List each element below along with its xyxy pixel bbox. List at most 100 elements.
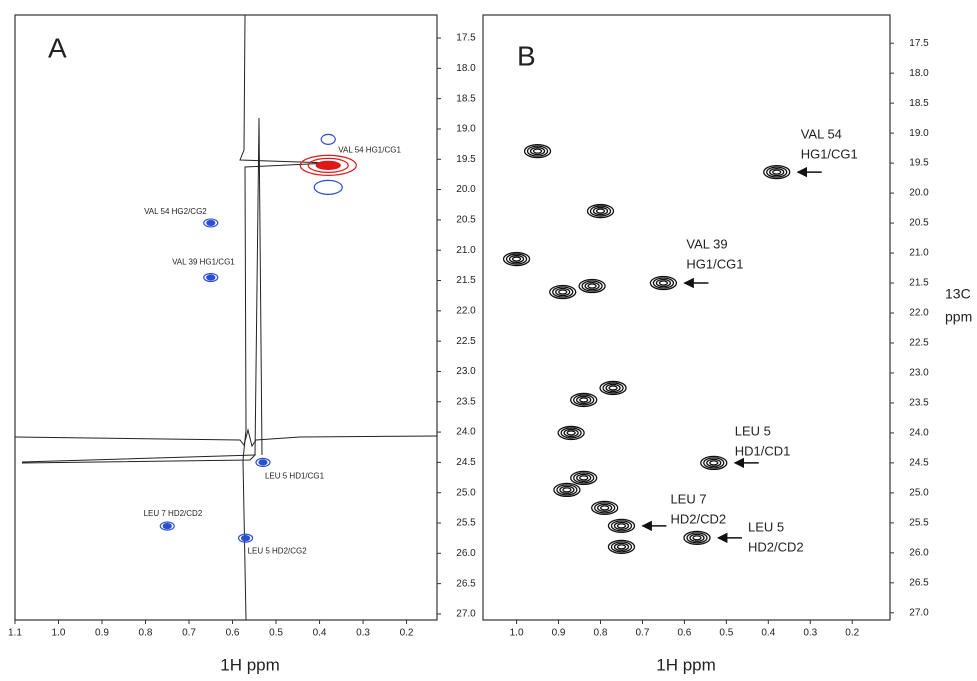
peak-label: HD2/CD2 xyxy=(670,511,726,526)
y-tick-label: 20.5 xyxy=(909,218,929,229)
contour xyxy=(683,530,711,546)
contour xyxy=(610,520,633,532)
contour xyxy=(586,203,615,219)
contour xyxy=(649,275,678,291)
contour xyxy=(526,145,549,157)
contour xyxy=(772,169,782,175)
contour xyxy=(581,280,603,292)
contour xyxy=(706,458,722,468)
contour xyxy=(240,535,251,542)
contour xyxy=(579,397,589,403)
peak xyxy=(591,500,619,516)
peak-label: VAL 39 xyxy=(686,236,727,251)
y-tick-label: 22.5 xyxy=(909,338,929,349)
contour xyxy=(595,208,606,214)
contour xyxy=(552,286,574,298)
contour xyxy=(502,251,531,267)
contour xyxy=(602,382,624,394)
y-tick-label: 25.5 xyxy=(909,518,929,529)
contour xyxy=(616,544,627,550)
contour xyxy=(763,164,791,180)
trace-spike-v xyxy=(254,117,263,456)
y-tick-label: 19.0 xyxy=(909,128,929,139)
y-tick-label: 26.0 xyxy=(456,548,476,559)
y-tick-label: 22.0 xyxy=(456,305,476,316)
x-axis-title: 1H ppm xyxy=(656,655,716,674)
peak xyxy=(159,521,175,531)
trace-1d-h xyxy=(14,428,438,448)
peak xyxy=(683,530,711,546)
peak xyxy=(578,278,606,294)
peak xyxy=(649,275,678,291)
x-tick-label: 0.3 xyxy=(356,628,370,639)
peak xyxy=(570,470,598,486)
peak xyxy=(299,133,357,195)
y-tick-label: 25.0 xyxy=(456,487,476,498)
y-tick-label: 27.0 xyxy=(456,609,476,620)
x-tick-label: 0.4 xyxy=(313,628,327,639)
peak-label: LEU 5 xyxy=(748,519,784,534)
peak xyxy=(523,143,552,159)
y-tick-label: 18.0 xyxy=(456,63,476,74)
contour xyxy=(597,503,613,513)
contour xyxy=(591,500,619,516)
contour xyxy=(613,542,630,551)
y-tick-label: 17.5 xyxy=(909,38,929,49)
contour xyxy=(709,460,719,466)
peak-label: LEU 7 xyxy=(670,491,706,506)
contour xyxy=(587,283,597,289)
contour xyxy=(557,425,585,441)
contour xyxy=(599,380,627,396)
contour xyxy=(584,281,600,291)
x-tick-label: 0.3 xyxy=(803,628,817,639)
peak xyxy=(607,539,636,554)
contour xyxy=(563,428,579,438)
peak-label: VAL 54 xyxy=(801,127,842,142)
y-tick-label: 27.0 xyxy=(909,607,929,618)
contour xyxy=(658,280,669,286)
contour xyxy=(655,278,672,288)
contour xyxy=(689,533,705,543)
peak xyxy=(203,218,219,228)
contour xyxy=(610,541,633,553)
peak xyxy=(700,455,728,471)
peak-label: VAL 54 HG2/CG2 xyxy=(144,207,207,216)
x-tick-label: 0.5 xyxy=(269,628,283,639)
contour xyxy=(206,219,216,227)
contour xyxy=(555,287,571,297)
y-tick-label: 24.0 xyxy=(909,428,929,439)
peak xyxy=(570,392,598,408)
peak-label: LEU 5 HD2/CG2 xyxy=(248,546,308,555)
peak xyxy=(586,203,615,219)
contour xyxy=(573,472,595,484)
contour xyxy=(505,253,528,265)
contour xyxy=(549,284,577,300)
contour xyxy=(613,521,630,531)
peak-label: LEU 5 xyxy=(735,423,771,438)
peak-label: HG1/CG1 xyxy=(686,256,743,271)
contour xyxy=(652,277,675,289)
contour xyxy=(255,457,271,467)
contour xyxy=(532,148,543,154)
peak xyxy=(553,482,581,498)
y-tick-label: 23.5 xyxy=(456,396,476,407)
contour xyxy=(589,205,612,217)
contour xyxy=(307,157,349,173)
peak-label: HD2/CD2 xyxy=(748,539,804,554)
y-axis-title: 13C xyxy=(945,286,971,302)
contour xyxy=(703,457,725,469)
contour xyxy=(558,289,568,295)
contour xyxy=(313,179,343,195)
y-tick-label: 26.5 xyxy=(909,577,929,588)
contour xyxy=(605,383,621,393)
x-tick-label: 0.9 xyxy=(95,628,109,639)
x-tick-label: 1.0 xyxy=(52,628,66,639)
contour xyxy=(608,385,618,391)
trace-spike-h xyxy=(21,454,257,464)
y-tick-label: 24.5 xyxy=(456,457,476,468)
contour xyxy=(523,143,552,159)
y-tick-label: 20.5 xyxy=(456,215,476,226)
contour xyxy=(562,487,572,493)
peak xyxy=(255,457,271,467)
y-tick-label: 24.5 xyxy=(909,458,929,469)
